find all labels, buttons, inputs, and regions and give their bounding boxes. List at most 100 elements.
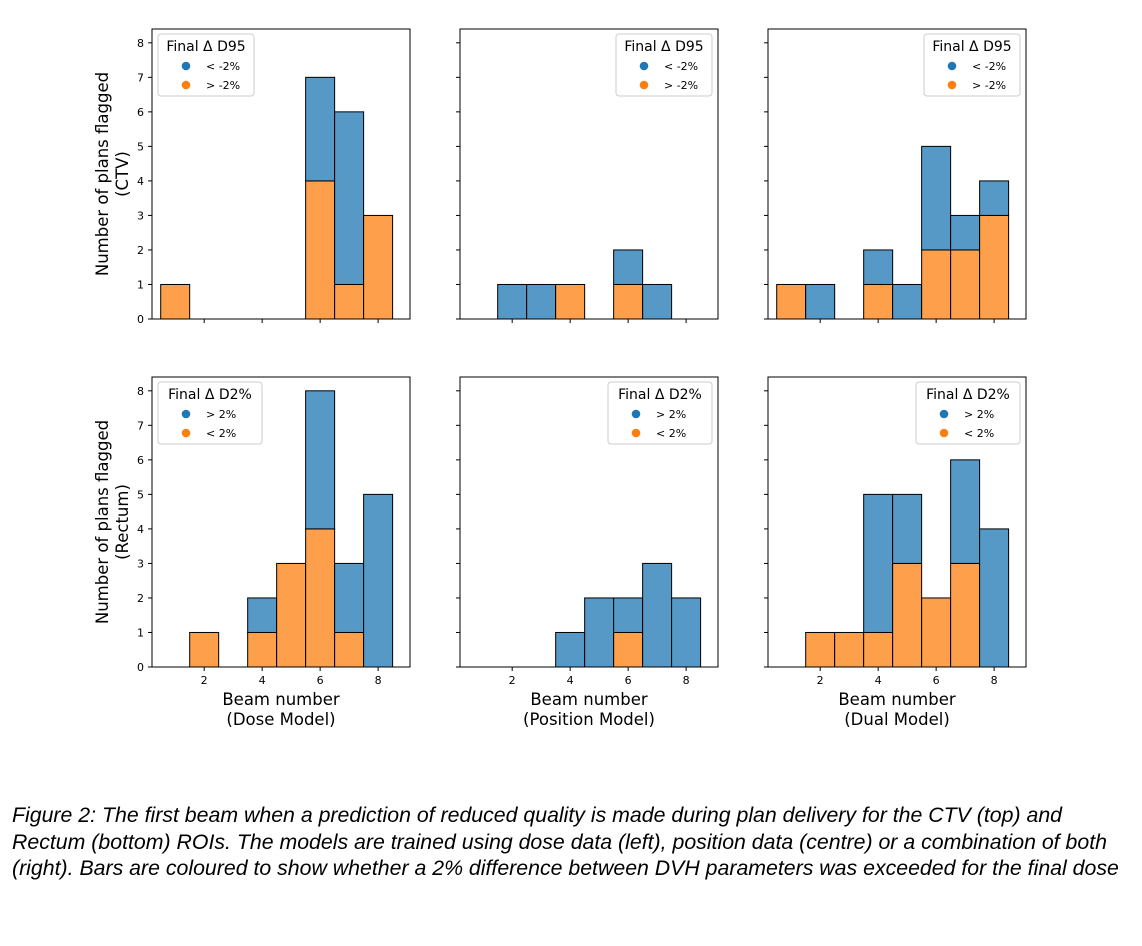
bar bbox=[979, 528, 1010, 668]
legend-entry: > -2% bbox=[664, 79, 698, 92]
bar bbox=[921, 145, 952, 251]
legend-title: Final Δ D2% bbox=[926, 387, 1010, 403]
bar bbox=[642, 562, 673, 668]
y-axis-label: Number of plans flagged bbox=[93, 420, 112, 624]
bar bbox=[305, 390, 336, 530]
bar bbox=[863, 249, 894, 285]
bar bbox=[247, 597, 278, 633]
legend-marker bbox=[181, 61, 191, 71]
bar bbox=[334, 283, 365, 320]
legend-entry: < 2% bbox=[206, 427, 236, 440]
legend-box bbox=[157, 381, 263, 445]
legend-box bbox=[157, 33, 255, 97]
y-tick-label: 6 bbox=[137, 106, 144, 119]
bar bbox=[555, 283, 586, 320]
bar bbox=[276, 562, 307, 668]
bar bbox=[613, 249, 644, 285]
y-tick-label: 1 bbox=[137, 626, 144, 639]
bar bbox=[247, 631, 278, 668]
y-tick-label: 5 bbox=[137, 140, 144, 153]
y-tick-label: 4 bbox=[137, 175, 144, 188]
bar bbox=[642, 283, 673, 320]
x-axis-label: (Position Model) bbox=[523, 710, 655, 729]
bar bbox=[950, 214, 981, 251]
bar bbox=[160, 283, 191, 320]
y-tick-label: 6 bbox=[137, 454, 144, 467]
legend: Final Δ D2% > 2% < 2% bbox=[157, 381, 263, 445]
bar bbox=[305, 76, 336, 182]
bar bbox=[950, 562, 981, 668]
axes-frame bbox=[459, 376, 719, 668]
bar bbox=[776, 283, 807, 320]
legend-title: Final Δ D2% bbox=[618, 387, 702, 403]
y-tick-label: 5 bbox=[137, 488, 144, 501]
x-axis-label: (Dose Model) bbox=[226, 710, 335, 729]
legend: Final Δ D2% > 2% < 2% bbox=[915, 381, 1021, 445]
subplot-4: 0 1 2 3 4 5 6 7 8 2 4 6 8 Beam number(Dose Model) Numb… bbox=[93, 376, 411, 729]
legend-marker bbox=[181, 80, 191, 90]
x-axis-label: (Dual Model) bbox=[844, 710, 950, 729]
legend-entry: > 2% bbox=[656, 408, 686, 421]
bar bbox=[555, 631, 586, 668]
subplot-5: 2 4 6 8 Beam number(Position Model) Final Δ D… bbox=[456, 376, 719, 729]
legend-marker bbox=[939, 409, 949, 419]
y-tick-label: 0 bbox=[137, 661, 144, 674]
legend-marker bbox=[181, 428, 191, 438]
x-tick-label: 2 bbox=[201, 674, 208, 687]
legend-entry: < 2% bbox=[964, 427, 994, 440]
bar bbox=[671, 597, 702, 668]
legend-marker bbox=[181, 409, 191, 419]
x-tick-label: 6 bbox=[317, 674, 324, 687]
x-tick-label: 6 bbox=[933, 674, 940, 687]
legend-title: Final Δ D2% bbox=[168, 387, 252, 403]
figure-caption: Figure 2: The first beam when a predicti… bbox=[12, 803, 1119, 880]
legend-title: Final Δ D95 bbox=[166, 39, 245, 55]
bar bbox=[863, 631, 894, 668]
x-tick-label: 8 bbox=[683, 674, 690, 687]
axes-frame bbox=[151, 28, 411, 320]
axes-frame bbox=[151, 376, 411, 668]
legend-marker bbox=[947, 80, 957, 90]
y-tick-label: 1 bbox=[137, 278, 144, 291]
x-axis-label: Beam number bbox=[530, 690, 648, 709]
legend: Final Δ D95 < -2% > -2% bbox=[157, 33, 255, 97]
bar bbox=[892, 283, 923, 320]
legend-entry: < -2% bbox=[972, 60, 1006, 73]
bar bbox=[950, 249, 981, 320]
subplot-6: 2 4 6 8 Beam number(Dual Model) Final Δ D2% > … bbox=[764, 376, 1027, 729]
x-tick-label: 6 bbox=[625, 674, 632, 687]
y-axis-label: (Rectum) bbox=[113, 484, 132, 560]
legend-marker bbox=[639, 61, 649, 71]
legend: Final Δ D95 < -2% > -2% bbox=[615, 33, 713, 97]
bar bbox=[526, 283, 557, 320]
legend-marker bbox=[939, 428, 949, 438]
y-tick-label: 8 bbox=[137, 385, 144, 398]
bar bbox=[863, 493, 894, 633]
legend-entry: > 2% bbox=[206, 408, 236, 421]
legend-marker bbox=[947, 61, 957, 71]
y-tick-label: 3 bbox=[137, 209, 144, 222]
x-tick-label: 2 bbox=[509, 674, 516, 687]
bar bbox=[613, 631, 644, 668]
bar bbox=[334, 111, 365, 285]
bar bbox=[979, 180, 1010, 216]
x-tick-label: 2 bbox=[817, 674, 824, 687]
legend-marker bbox=[631, 428, 641, 438]
legend-entry: < -2% bbox=[206, 60, 240, 73]
bar bbox=[305, 180, 336, 320]
bar bbox=[497, 283, 528, 320]
y-tick-label: 7 bbox=[137, 71, 144, 84]
x-tick-label: 4 bbox=[259, 674, 266, 687]
legend-entry: > -2% bbox=[972, 79, 1006, 92]
y-tick-label: 0 bbox=[137, 313, 144, 326]
x-axis-label: Beam number bbox=[838, 690, 956, 709]
bar bbox=[613, 283, 644, 320]
bar bbox=[921, 249, 952, 320]
bar bbox=[805, 631, 836, 668]
legend-entry: < -2% bbox=[664, 60, 698, 73]
bar bbox=[363, 214, 394, 320]
bar bbox=[363, 493, 394, 668]
bar bbox=[805, 283, 836, 320]
legend-entry: > 2% bbox=[964, 408, 994, 421]
